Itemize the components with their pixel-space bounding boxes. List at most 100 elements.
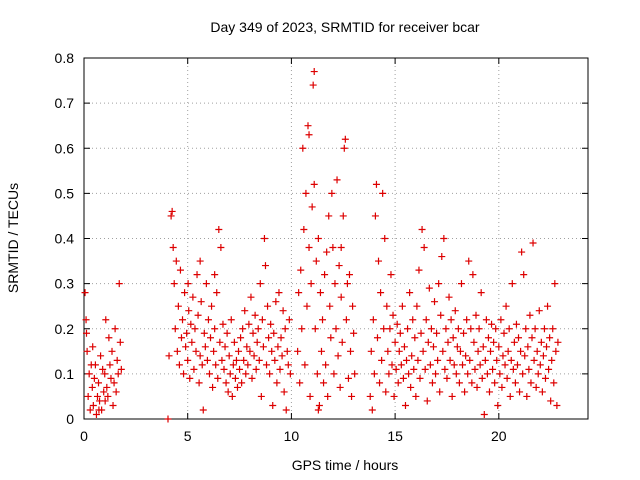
data-point — [434, 356, 442, 364]
data-point — [347, 347, 355, 355]
data-point — [212, 361, 220, 369]
data-point — [407, 383, 415, 391]
data-point — [184, 356, 192, 364]
data-point — [184, 280, 192, 288]
data-point — [236, 365, 244, 373]
data-point — [164, 415, 172, 423]
y-axis: 0 0.1 0.2 0.3 0.4 0.5 0.6 0.7 0.8 — [55, 50, 588, 427]
data-point — [301, 361, 309, 369]
data-point — [504, 347, 512, 355]
data-point — [371, 212, 379, 220]
data-point — [313, 370, 321, 378]
data-point — [526, 311, 534, 319]
data-point — [461, 388, 469, 396]
data-point — [349, 302, 357, 310]
data-point — [199, 406, 207, 414]
data-point — [277, 334, 285, 342]
data-point — [216, 338, 224, 346]
data-point — [378, 356, 386, 364]
data-point — [426, 361, 434, 369]
data-point — [280, 388, 288, 396]
data-point — [274, 343, 282, 351]
data-point — [519, 370, 527, 378]
data-point — [227, 316, 235, 324]
data-point — [507, 356, 515, 364]
data-point — [194, 311, 202, 319]
data-point — [509, 365, 517, 373]
data-point — [404, 325, 412, 333]
data-point — [190, 365, 198, 373]
data-point — [487, 347, 495, 355]
data-point — [213, 289, 221, 297]
data-point — [224, 388, 232, 396]
data-point — [397, 361, 405, 369]
data-point — [437, 311, 445, 319]
data-point — [549, 325, 557, 333]
data-point — [405, 370, 413, 378]
data-point — [116, 338, 124, 346]
data-point — [370, 370, 378, 378]
data-point — [294, 347, 302, 355]
data-point — [515, 334, 523, 342]
data-point — [351, 370, 359, 378]
data-point — [480, 410, 488, 418]
data-point — [211, 271, 219, 279]
data-point — [191, 325, 199, 333]
data-point — [400, 343, 408, 351]
data-point — [167, 212, 175, 220]
data-point — [175, 361, 183, 369]
data-point — [481, 356, 489, 364]
data-point — [395, 347, 403, 355]
data-point — [391, 338, 399, 346]
data-point — [469, 271, 477, 279]
data-point — [330, 370, 338, 378]
data-point — [209, 383, 217, 391]
data-point — [506, 392, 514, 400]
data-point — [185, 307, 193, 315]
data-point — [534, 370, 542, 378]
data-point — [471, 365, 479, 373]
data-point — [445, 293, 453, 301]
data-point — [180, 370, 188, 378]
data-point — [298, 325, 306, 333]
data-point — [424, 338, 432, 346]
data-point — [314, 235, 322, 242]
data-point — [259, 343, 267, 351]
data-point — [297, 266, 305, 274]
data-point — [497, 316, 505, 324]
data-point — [389, 311, 397, 319]
data-point — [459, 361, 467, 369]
data-point — [399, 374, 407, 382]
data-point — [211, 325, 219, 333]
data-point — [454, 325, 462, 333]
data-point — [85, 370, 93, 378]
data-point — [239, 325, 247, 333]
data-point — [373, 334, 381, 342]
data-point — [322, 361, 330, 369]
data-point — [104, 392, 112, 400]
data-point — [440, 235, 448, 242]
data-point — [221, 343, 229, 351]
data-point — [89, 343, 97, 351]
data-point — [81, 289, 89, 297]
data-point — [310, 180, 318, 188]
data-point — [183, 329, 191, 337]
data-point — [410, 365, 418, 373]
data-point — [491, 379, 499, 387]
data-point — [312, 257, 320, 265]
data-point — [173, 347, 181, 355]
data-point — [208, 302, 216, 310]
data-point — [475, 325, 483, 333]
data-point — [342, 316, 350, 324]
data-point — [443, 374, 451, 382]
x-tick-label: 10 — [284, 428, 300, 444]
data-point — [455, 379, 463, 387]
data-point — [193, 271, 201, 279]
y-tick-label: 0.2 — [55, 321, 75, 337]
data-point — [215, 225, 223, 233]
data-point — [251, 311, 259, 319]
data-point — [198, 361, 206, 369]
data-point — [511, 379, 519, 387]
x-tick-label: 15 — [387, 428, 403, 444]
data-point — [505, 325, 513, 333]
